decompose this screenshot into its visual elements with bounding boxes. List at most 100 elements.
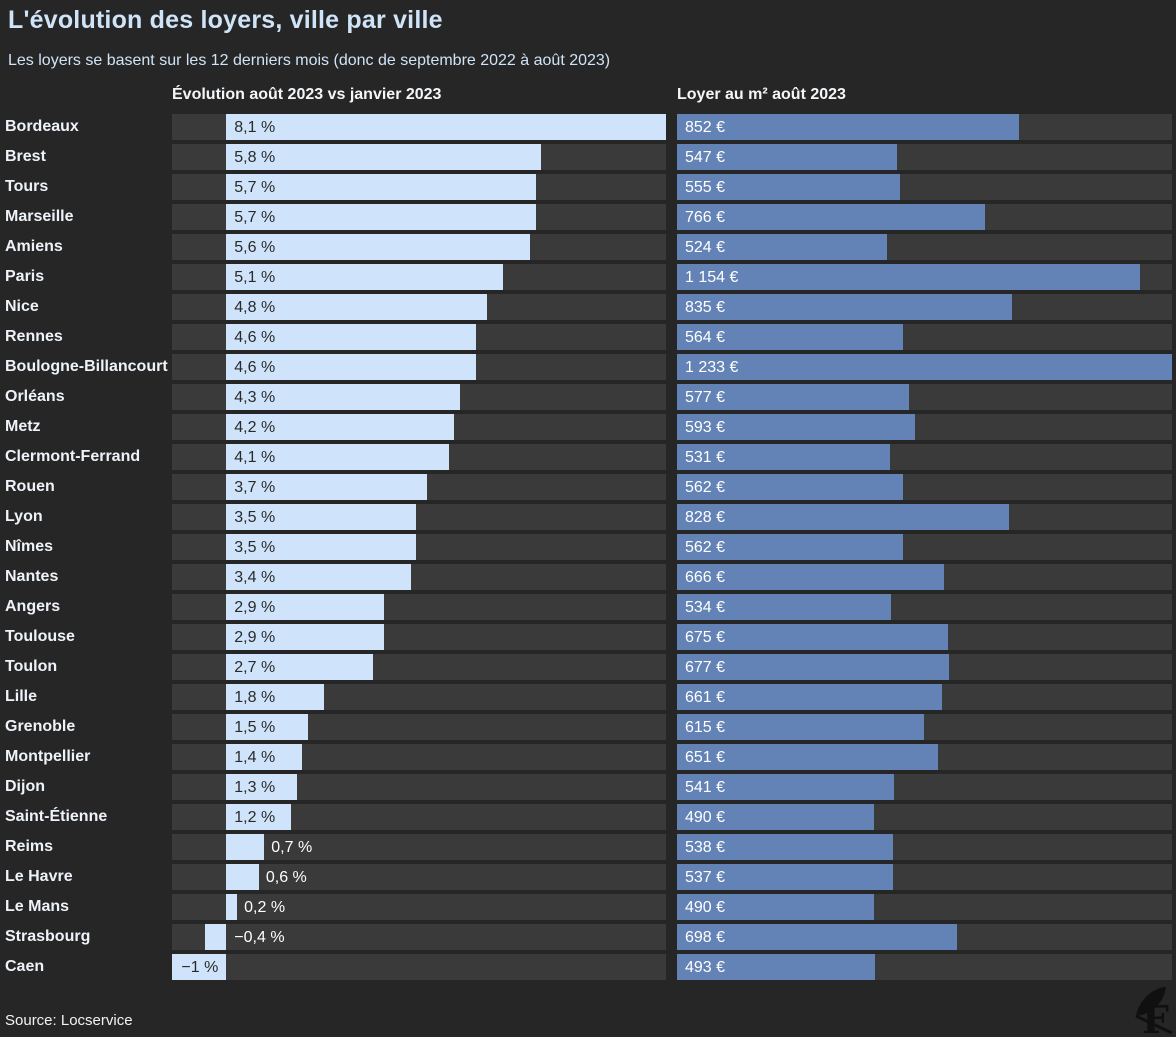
rent-bar	[677, 924, 958, 950]
evolution-bar	[226, 594, 384, 620]
rent-track: 490 €	[677, 894, 1172, 920]
evolution-value: 4,8 %	[234, 299, 276, 316]
evolution-bar	[226, 684, 324, 710]
chart-row: Rouen 3,7 % 562 €	[0, 472, 1176, 502]
rent-value: 493 €	[685, 959, 726, 976]
evolution-value: −0,4 %	[234, 929, 285, 946]
city-label: Clermont-Ferrand	[5, 448, 141, 465]
evolution-bar	[226, 114, 666, 140]
evolution-value: 5,1 %	[234, 269, 276, 286]
evolution-track: 4,6 %	[172, 354, 666, 380]
rent-track: 677 €	[677, 654, 1172, 680]
city-label: Marseille	[5, 208, 74, 225]
chart-row: Boulogne-Billancourt 4,6 % 1 233 €	[0, 352, 1176, 382]
evolution-track: −1 %	[172, 954, 666, 980]
evolution-value: 4,1 %	[234, 449, 276, 466]
rent-bar	[677, 774, 895, 800]
chart-row: Le Mans 0,2 % 490 €	[0, 892, 1176, 922]
rent-bar	[677, 414, 916, 440]
rent-track: 577 €	[677, 384, 1172, 410]
evolution-value: 1,8 %	[234, 689, 276, 706]
evolution-value: 5,6 %	[234, 239, 276, 256]
rent-track: 555 €	[677, 174, 1172, 200]
rent-bar	[677, 444, 891, 470]
city-label: Nantes	[5, 568, 59, 585]
rent-track: 547 €	[677, 144, 1172, 170]
chart-row: Paris 5,1 % 1 154 €	[0, 262, 1176, 292]
rent-bar	[677, 744, 939, 770]
evolution-value: 0,2 %	[244, 899, 286, 916]
evolution-value: 2,7 %	[234, 659, 276, 676]
chart-row: Nice 4,8 % 835 €	[0, 292, 1176, 322]
rent-value: 593 €	[685, 419, 726, 436]
rent-track: 490 €	[677, 804, 1172, 830]
chart-row: Brest 5,8 % 547 €	[0, 142, 1176, 172]
city-label: Caen	[5, 958, 45, 975]
rent-bar	[677, 594, 892, 620]
evolution-track: 2,7 %	[172, 654, 666, 680]
chart-row: Metz 4,2 % 593 €	[0, 412, 1176, 442]
evolution-value: 5,7 %	[234, 209, 276, 226]
rent-value: 835 €	[685, 299, 726, 316]
chart-row: Bordeaux 8,1 % 852 €	[0, 112, 1176, 142]
evolution-track: 2,9 %	[172, 624, 666, 650]
rent-track: 835 €	[677, 294, 1172, 320]
evolution-bar	[226, 774, 297, 800]
evolution-value: 2,9 %	[234, 629, 276, 646]
rent-bar	[677, 114, 1020, 140]
city-label: Rennes	[5, 328, 63, 345]
evolution-value: 2,9 %	[234, 599, 276, 616]
evolution-bar	[226, 414, 455, 440]
rent-bar	[677, 894, 874, 920]
rent-bar	[677, 654, 949, 680]
evolution-track: 0,7 %	[172, 834, 666, 860]
rent-bar	[677, 354, 1172, 380]
chart-row: Saint-Étienne 1,2 % 490 €	[0, 802, 1176, 832]
evolution-value: 4,3 %	[234, 389, 276, 406]
city-label: Boulogne-Billancourt	[5, 358, 168, 375]
evolution-value: 5,8 %	[234, 149, 276, 166]
rent-track: 538 €	[677, 834, 1172, 860]
evolution-value: 3,4 %	[234, 569, 276, 586]
evolution-value: 1,4 %	[234, 749, 276, 766]
city-label: Toulon	[5, 658, 58, 675]
evolution-value: 3,5 %	[234, 539, 276, 556]
evolution-value: 1,2 %	[234, 809, 276, 826]
city-label: Paris	[5, 268, 45, 285]
evolution-value: 1,5 %	[234, 719, 276, 736]
evolution-bar	[226, 174, 536, 200]
rent-track: 1 154 €	[677, 264, 1172, 290]
chart-row: Amiens 5,6 % 524 €	[0, 232, 1176, 262]
rent-track: 615 €	[677, 714, 1172, 740]
evolution-track: 0,6 %	[172, 864, 666, 890]
rent-track: 852 €	[677, 114, 1172, 140]
rent-value: 651 €	[685, 749, 726, 766]
city-label: Amiens	[5, 238, 63, 255]
city-label: Dijon	[5, 778, 45, 795]
evolution-track: 5,8 %	[172, 144, 666, 170]
chart-row: Orléans 4,3 % 577 €	[0, 382, 1176, 412]
rent-value: 698 €	[685, 929, 726, 946]
evolution-track: 1,2 %	[172, 804, 666, 830]
city-label: Tours	[5, 178, 49, 195]
city-label: Strasbourg	[5, 928, 91, 945]
rent-value: 541 €	[685, 779, 726, 796]
rent-track: 666 €	[677, 564, 1172, 590]
rent-bar	[677, 294, 1013, 320]
rent-value: 537 €	[685, 869, 726, 886]
rent-track: 675 €	[677, 624, 1172, 650]
rent-track: 562 €	[677, 534, 1172, 560]
city-label: Orléans	[5, 388, 65, 405]
rent-value: 562 €	[685, 479, 726, 496]
rent-bar	[677, 504, 1010, 530]
rent-value: 828 €	[685, 509, 726, 526]
evolution-track: 3,5 %	[172, 534, 666, 560]
evolution-bar	[226, 504, 417, 530]
chart-row: Marseille 5,7 % 766 €	[0, 202, 1176, 232]
city-label: Nice	[5, 298, 39, 315]
city-label: Saint-Étienne	[5, 808, 108, 825]
chart-row: Montpellier 1,4 % 651 €	[0, 742, 1176, 772]
evolution-value: 3,7 %	[234, 479, 276, 496]
rent-value: 661 €	[685, 689, 726, 706]
